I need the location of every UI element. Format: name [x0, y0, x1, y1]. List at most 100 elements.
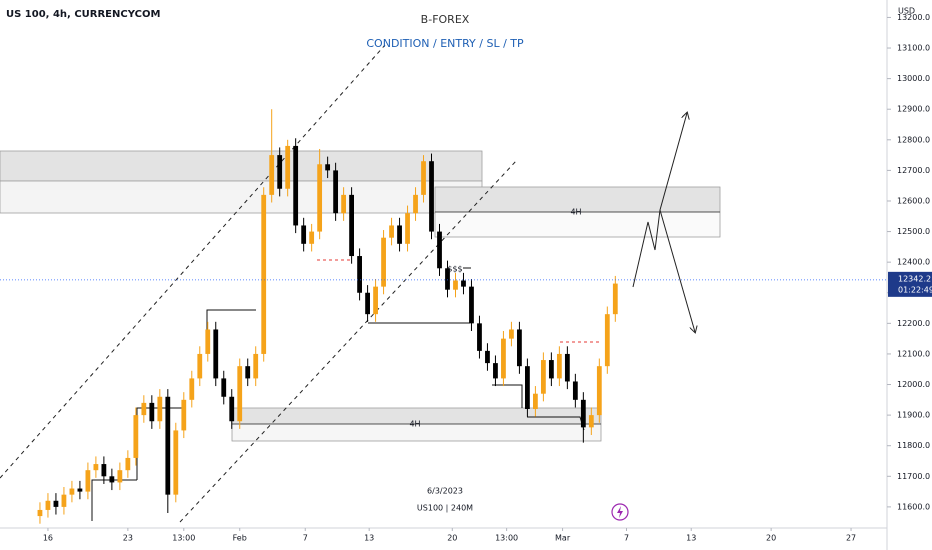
watermark-label: US100 | 240M: [417, 504, 473, 513]
liquidity-label: $$$: [447, 265, 462, 274]
candle-body: [141, 402, 147, 416]
candle-body: [421, 161, 426, 195]
candle-body: [564, 353, 570, 382]
candle-body: [365, 292, 370, 315]
x-tick-label: 13:00: [172, 534, 195, 543]
y-tick-label: 12100.0: [897, 349, 930, 358]
candle-body: [349, 194, 355, 257]
candle-body: [357, 256, 362, 293]
x-tick-label: 7: [303, 534, 308, 543]
y-tick-label: 12000.0: [897, 380, 930, 389]
candle-body: [548, 360, 554, 379]
x-tick-label: 20: [766, 534, 776, 543]
x-tick-label: Feb: [233, 534, 247, 543]
y-tick-label: 13200.0: [897, 13, 930, 22]
y-tick-label: 11900.0: [897, 411, 930, 420]
candle-body: [413, 194, 418, 214]
candle-body: [373, 286, 378, 315]
candle-body: [117, 470, 123, 483]
x-tick-label: 13: [686, 534, 696, 543]
candle-body: [165, 396, 171, 495]
candle-body: [189, 378, 195, 400]
candle-body: [572, 381, 578, 400]
candle-body: [77, 488, 83, 492]
candle-body: [588, 415, 594, 428]
candle-body: [461, 280, 466, 287]
structure-line: [91, 479, 137, 521]
candle-body: [221, 378, 227, 397]
candle-body: [580, 399, 586, 428]
y-tick-label: 11700.0: [897, 472, 930, 481]
candle-body: [325, 164, 331, 171]
last-price-label: 12342.2: [898, 274, 931, 283]
candle-body: [245, 366, 251, 379]
y-tick-label: 12400.0: [897, 258, 930, 267]
projection-arrow: [659, 209, 695, 332]
candle-body: [53, 500, 59, 507]
y-tick-label: 11600.0: [897, 502, 930, 511]
candle-body: [93, 464, 99, 471]
structure-line: [492, 384, 523, 408]
candle-body: [261, 194, 267, 354]
candle-body: [197, 353, 203, 379]
y-tick-label: 12900.0: [897, 105, 930, 114]
y-tick-label: 13000.0: [897, 74, 930, 83]
candle-body: [532, 393, 538, 410]
y-tick-label: 12500.0: [897, 227, 930, 236]
candle-body: [309, 231, 315, 244]
candle-body: [429, 161, 434, 232]
candle-body: [109, 476, 115, 483]
y-tick-label: 12200.0: [897, 319, 930, 328]
candle-body: [477, 323, 482, 351]
candle-body: [596, 366, 602, 416]
last-price-box: [888, 271, 932, 297]
zone: [0, 180, 483, 214]
candle-body: [341, 194, 347, 214]
candle-body: [37, 509, 43, 517]
candle-body: [125, 457, 131, 471]
candle-body: [517, 329, 522, 367]
candle-body: [293, 145, 299, 226]
candle-body: [133, 415, 139, 458]
x-tick-label: 13:00: [495, 534, 518, 543]
plot: [37, 109, 618, 524]
zone: [0, 150, 483, 182]
x-tick-label: 7: [624, 534, 629, 543]
y-tick-label: 12700.0: [897, 166, 930, 175]
candle-body: [389, 225, 394, 238]
event-icon-bolt: [617, 506, 623, 518]
candle-body: [213, 329, 219, 379]
x-tick-label: 23: [123, 534, 133, 543]
candle-body: [333, 170, 339, 214]
candle-body: [205, 329, 211, 354]
zone: [434, 211, 721, 238]
candle-body: [269, 155, 275, 195]
candle-body: [69, 488, 75, 495]
x-tick-label: 27: [846, 534, 856, 543]
projection-arrow: [632, 113, 687, 288]
x-tick-label: 13: [364, 534, 374, 543]
candle-body: [173, 430, 179, 495]
candle-body: [397, 225, 402, 244]
candle-body: [253, 353, 259, 379]
candle-body: [540, 360, 546, 394]
candle-body: [237, 366, 243, 422]
candle-body: [85, 470, 91, 492]
zone-label: 4H: [409, 420, 420, 429]
candle-body: [229, 396, 235, 422]
candle-body: [45, 500, 51, 510]
y-tick-label: 11800.0: [897, 441, 930, 450]
candle-body: [181, 399, 187, 431]
channel-line: [0, 44, 386, 479]
candle-body: [157, 396, 163, 422]
candle-body: [525, 366, 530, 410]
candle-body: [61, 494, 67, 507]
countdown-label: 01:22:49: [898, 285, 932, 294]
x-tick-label: 20: [447, 534, 457, 543]
candle-body: [437, 231, 442, 269]
candle-body: [469, 286, 474, 324]
candle-body: [317, 164, 323, 232]
x-tick-label: 16: [43, 534, 53, 543]
chart-title: B-FOREX: [421, 13, 470, 26]
